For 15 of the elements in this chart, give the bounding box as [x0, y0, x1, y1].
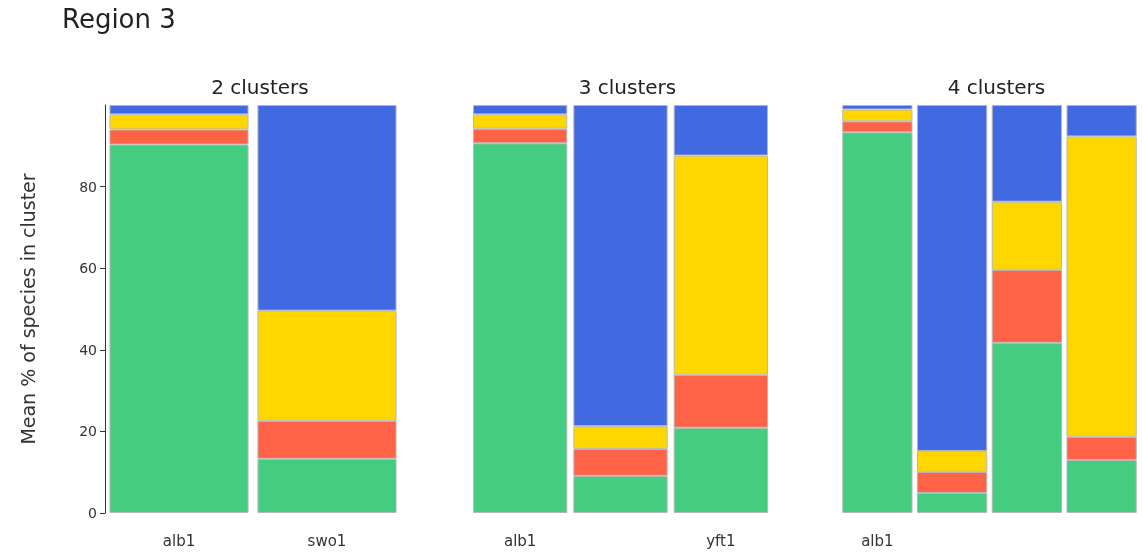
y-tick-label: 40 — [79, 341, 97, 358]
chart-title: 3 clusters — [578, 75, 677, 99]
y-tick-label: 0 — [88, 505, 97, 521]
x-tick-label: alb1 — [503, 531, 537, 550]
y-axis-title: Mean % of species in cluster — [16, 173, 39, 445]
chart-title: 4 clusters — [947, 75, 1046, 99]
y-tick-label: 20 — [79, 423, 97, 440]
text: Region 3 — [62, 4, 176, 34]
chart-title: 2 clusters — [211, 75, 309, 99]
y-tick-label: 80 — [79, 178, 97, 195]
x-tick-label: swo1 — [307, 531, 347, 550]
x-tick-label: alb1 — [861, 531, 894, 550]
y-tick-label: 60 — [79, 260, 97, 277]
x-tick-label: alb1 — [162, 531, 196, 550]
x-tick-label: yft1 — [706, 531, 736, 550]
